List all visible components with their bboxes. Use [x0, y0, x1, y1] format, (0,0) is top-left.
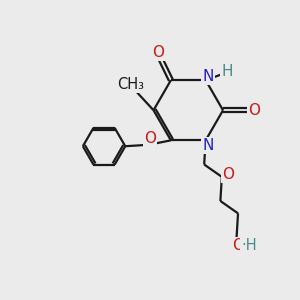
Text: CH₃: CH₃: [117, 77, 144, 92]
Text: O: O: [232, 238, 244, 253]
Text: O: O: [144, 131, 156, 146]
Text: N: N: [202, 138, 214, 153]
Text: ·H: ·H: [241, 238, 257, 253]
Text: O: O: [248, 103, 260, 118]
Text: O: O: [222, 167, 234, 182]
Text: H: H: [221, 64, 233, 80]
Text: N: N: [202, 69, 214, 84]
Text: O: O: [152, 45, 164, 60]
